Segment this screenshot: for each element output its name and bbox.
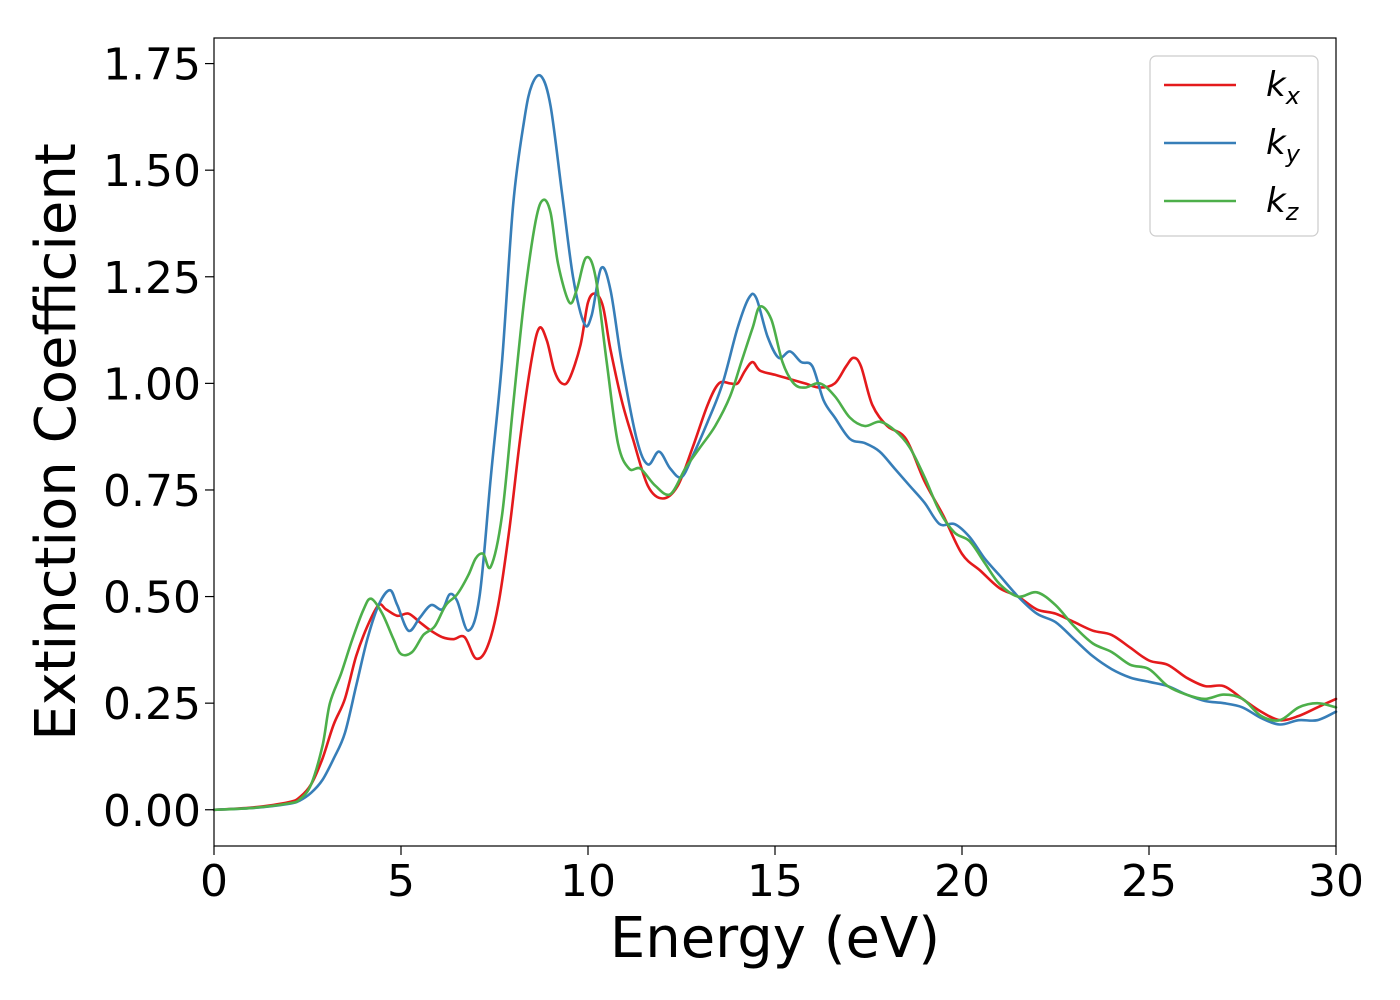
legend-label-symbol: k — [1266, 181, 1287, 221]
legend-label-subscript: y — [1285, 140, 1301, 168]
y-tick-label: 1.00 — [103, 359, 201, 410]
y-tick-label: 0.50 — [103, 573, 201, 624]
legend-label-ky: ky — [1266, 123, 1301, 168]
x-tick-label: 10 — [560, 856, 616, 907]
y-tick-label: 0.75 — [103, 466, 201, 517]
x-tick-label: 15 — [747, 856, 803, 907]
y-tick-label: 0.25 — [103, 679, 201, 730]
x-tick-label: 25 — [1121, 856, 1177, 907]
legend-label-symbol: k — [1266, 123, 1287, 163]
y-tick-label: 0.00 — [103, 786, 201, 837]
legend-label-symbol: k — [1266, 65, 1287, 105]
legend-box — [1149, 55, 1319, 237]
legend-label-subscript: x — [1285, 82, 1301, 110]
y-tick-label: 1.50 — [103, 146, 201, 197]
legend-label-kz: kz — [1266, 181, 1300, 226]
series-line-kz — [212, 198, 1338, 812]
x-tick-label: 0 — [200, 856, 228, 907]
series-line-ky — [212, 73, 1338, 812]
x-tick-label: 5 — [387, 856, 415, 907]
x-axis-title: Energy (eV) — [610, 906, 940, 971]
y-axis: 0.00 0.25 0.50 0.75 1.00 1.25 1.50 1.75 — [103, 40, 214, 837]
y-tick-label: 1.25 — [103, 253, 201, 304]
y-axis-title: Extinction Coefficient — [24, 143, 89, 741]
x-axis: 0 5 10 15 20 25 30 — [200, 846, 1364, 907]
y-tick-label: 1.75 — [103, 40, 201, 91]
legend-label-kx: kx — [1266, 65, 1301, 110]
series-layer — [212, 73, 1338, 812]
legend-label-subscript: z — [1285, 198, 1300, 226]
series-line-kx — [212, 292, 1338, 812]
x-tick-label: 20 — [934, 856, 990, 907]
x-tick-label: 30 — [1308, 856, 1364, 907]
